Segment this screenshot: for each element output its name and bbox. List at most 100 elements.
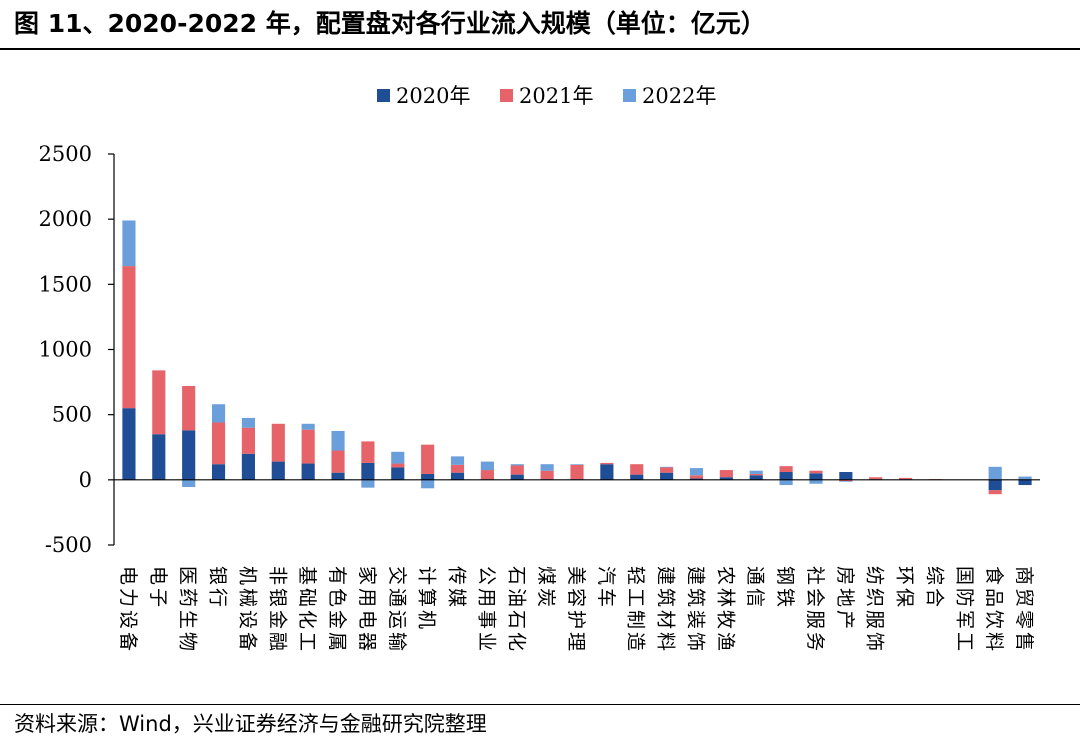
x-tick-label-text: 非银金融 [266,566,288,654]
bar-2020年-石油石化 [510,474,524,480]
bar-2021年-环保 [899,477,913,480]
bar-2022年-食品饮料 [988,466,1002,480]
x-tick-label: 电子 [147,566,169,610]
legend-swatch-1 [500,89,513,102]
bar-2021年-农林牧渔 [719,470,733,478]
x-tick-label-text: 有色金属 [326,566,348,654]
x-tick-label: 家用电器 [356,566,378,654]
x-tick-label-text: 纺织服饰 [864,566,886,654]
bar-2020年-传媒 [450,472,465,480]
bar-2022年-公用事业 [480,461,494,471]
bar-2021年-钢铁 [779,466,793,473]
x-tick-label-text: 基础化工 [296,566,318,654]
x-tick-label-text: 食品饮料 [983,566,1005,654]
bar-2022年-计算机 [421,479,435,489]
bar-2020年-建筑装饰 [689,478,704,480]
x-tick-label: 煤炭 [535,566,557,610]
bar-2021年-电子 [152,370,166,435]
x-tick-label-text: 国防军工 [953,566,975,654]
bar-2022年-交通运输 [391,451,405,464]
bar-2021年-家用电器 [361,441,375,463]
x-tick-label: 基础化工 [296,566,318,654]
x-tick-label: 电力设备 [117,566,139,654]
source-note: 资料来源：Wind，兴业证券经济与金融研究院整理 [14,712,487,736]
bar-2021年-煤炭 [540,470,554,480]
y-tick-label: 2500 [39,142,92,166]
legend-swatch-2 [623,89,636,102]
bar-2020年-轻工制造 [630,474,644,480]
x-tick-label: 非银金融 [266,566,288,654]
x-tick-label-text: 社会服务 [804,566,826,654]
bar-2021年-石油石化 [510,465,524,475]
y-tick-label: 500 [52,403,92,427]
x-axis: 电力设备 电子 医药生物 银行 机械设备 非银金融 基础化工 有色金属 家用电器 交通运输 计算机传… [114,479,1040,654]
bar-2021年-非银金融 [271,423,285,462]
bar-2020年-银行 [211,464,226,480]
bar-2020年-机械设备 [241,453,255,480]
x-tick-label-text: 医药生物 [177,566,199,654]
bar-2022年-基础化工 [301,423,315,430]
bar-2022年-石油石化 [510,464,524,466]
x-tick-label-text: 轻工制造 [625,566,647,654]
bar-2022年-房地产 [839,481,853,482]
x-tick-label-text: 环保 [894,566,916,610]
bar-2021年-交通运输 [391,463,405,468]
bar-2021年-建筑材料 [660,467,674,473]
x-tick-label: 公用事业 [475,566,497,654]
x-tick-label-text: 交通运输 [386,566,408,654]
bar-2020年-家用电器 [361,462,375,480]
x-tick-label-text: 家用电器 [356,566,378,654]
x-tick-label-text: 建筑装饰 [684,566,706,654]
x-tick-label: 建筑材料 [655,566,677,654]
bar-2021年-机械设备 [241,427,255,454]
bar-2021年-通信 [749,473,763,476]
bar-2020年-钢铁 [779,472,793,480]
x-tick-label: 房地产 [834,566,856,632]
bar-2021年-食品饮料 [988,490,1002,495]
bar-2021年-传媒 [450,464,465,473]
bar-2022年-有色金属 [331,430,345,451]
chart-legend: 2020年 2021年 2022年 [377,84,716,108]
x-tick-label: 传媒 [446,566,468,610]
bar-2020年-房地产 [839,472,853,480]
legend-label-2: 2022年 [642,84,716,108]
x-tick-label: 通信 [744,566,766,610]
x-tick-label-text: 电力设备 [117,566,139,654]
bar-2020年-商贸零售 [1018,479,1032,486]
x-tick-label-text: 美容护理 [565,566,587,654]
x-tick-label-text: 电子 [147,566,169,610]
bar-2021年-电力设备 [122,266,136,409]
bar-2022年-家用电器 [361,479,375,488]
page-title: 图 11、2020-2022 年，配置盘对各行业流入规模（单位：亿元） [14,9,766,38]
x-tick-label: 银行 [207,566,229,610]
bar-2022年-电力设备 [122,220,136,267]
x-tick-label: 石油石化 [505,566,527,654]
bar-2021年-公用事业 [480,470,494,480]
x-tick-label: 交通运输 [386,566,408,654]
bar-2020年-汽车 [600,464,614,480]
y-axis: -500 0 500 1000 1500 2000 2500 [39,142,115,557]
bar-2020年-社会服务 [809,473,823,480]
x-tick-label: 轻工制造 [625,566,647,654]
y-tick-label: 1500 [39,272,92,296]
legend-label-0: 2020年 [396,84,470,108]
bar-2021年-纺织服饰 [869,477,883,480]
bar-2020年-农林牧渔 [719,477,733,480]
bar-2021年-医药生物 [182,385,196,431]
bar-2020年-电子 [152,434,166,480]
x-tick-label: 食品饮料 [983,566,1005,654]
x-tick-label: 环保 [894,566,916,610]
y-tick-label: 1000 [39,338,92,362]
bar-2020年-有色金属 [331,472,345,480]
x-tick-label-text: 房地产 [834,566,856,632]
x-tick-label-text: 石油石化 [505,566,527,654]
x-tick-label: 机械设备 [236,566,258,654]
x-tick-label: 计算机 [416,566,438,632]
bar-2021年-有色金属 [331,450,345,473]
y-tick-label: 2000 [39,207,92,231]
bottom-rule [0,704,1080,705]
bar-2021年-计算机 [421,444,435,474]
bar-2022年-商贸零售 [1018,476,1032,480]
x-tick-label: 国防军工 [953,566,975,654]
bar-2020年-基础化工 [301,463,315,480]
